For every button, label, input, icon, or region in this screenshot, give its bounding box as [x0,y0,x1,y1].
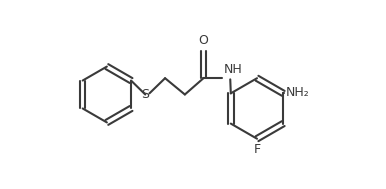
Text: F: F [254,143,261,156]
Text: NH₂: NH₂ [286,86,309,99]
Text: NH: NH [224,63,243,76]
Text: O: O [198,34,208,47]
Text: S: S [141,88,149,101]
